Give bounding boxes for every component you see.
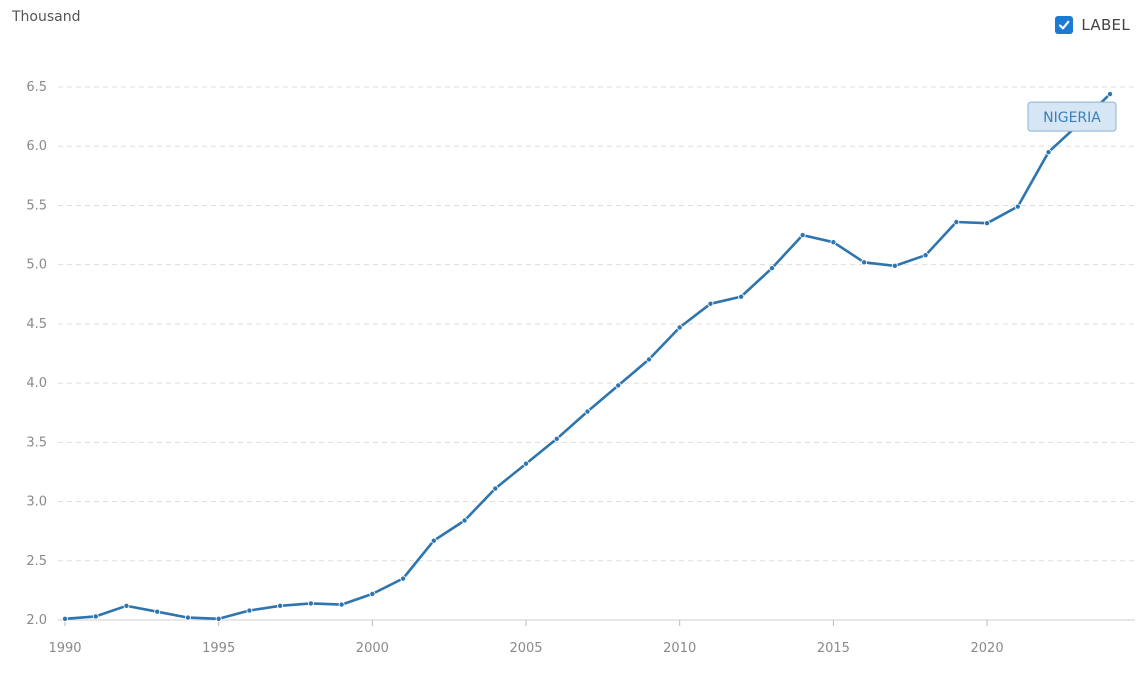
series-line [63, 92, 1112, 621]
x-axis: 1990 1995 2000 2005 2010 2015 2020 [48, 619, 1135, 656]
grid-lines [58, 86, 1135, 621]
data-point [492, 485, 499, 492]
x-tick-label: 1990 [48, 641, 81, 656]
series-label-layer: NIGERIA [1027, 101, 1117, 132]
data-point [584, 408, 591, 415]
data-point [277, 602, 284, 609]
data-point [154, 608, 161, 615]
data-point [523, 460, 530, 467]
data-point [984, 220, 991, 227]
data-point [92, 613, 99, 620]
series-label-text: NIGERIA [1043, 110, 1101, 126]
data-point [123, 602, 130, 609]
data-point [676, 324, 683, 331]
data-point [338, 601, 345, 608]
data-point [1014, 203, 1021, 210]
series-layer [62, 91, 1114, 622]
data-point [922, 252, 929, 259]
data-point [799, 232, 806, 239]
data-point [215, 615, 222, 622]
y-tick-label: 4.5 [26, 317, 47, 332]
data-point [369, 590, 376, 597]
y-tick-label: 2.5 [26, 554, 47, 569]
label-checkbox[interactable] [1055, 16, 1074, 34]
y-tick-label: 3.5 [26, 435, 47, 450]
data-point [891, 262, 898, 269]
data-point [768, 265, 775, 272]
x-tick-label: 2010 [663, 641, 696, 656]
label-toggle-text: LABEL [1081, 16, 1130, 34]
data-point [953, 219, 960, 226]
data-point [645, 356, 652, 363]
data-point [1045, 149, 1052, 156]
data-point [307, 600, 314, 607]
data-point [861, 259, 868, 266]
series-label-box [1027, 101, 1117, 132]
x-tick-label: 1995 [202, 641, 235, 656]
x-tick-label: 2020 [971, 641, 1004, 656]
data-point [184, 614, 191, 621]
y-axis-ticks: 2.0 2.5 3.0 3.5 4.0 4.5 5.0 5.5 6.0 6.5 [26, 80, 47, 628]
data-point [738, 293, 745, 300]
data-point [830, 239, 837, 246]
y-tick-label: 2.0 [26, 613, 47, 628]
data-point [615, 382, 622, 389]
label-toggle[interactable]: LABEL [1055, 16, 1130, 34]
y-tick-label: 5.0 [26, 258, 47, 273]
x-tick-label: 2005 [509, 641, 542, 656]
y-unit-label: Thousand [12, 9, 81, 25]
y-tick-label: 6.5 [26, 80, 47, 95]
y-tick-label: 5.5 [26, 198, 47, 213]
data-point [707, 300, 714, 307]
data-point [1107, 91, 1114, 98]
y-tick-label: 3.0 [26, 495, 47, 510]
x-tick-label: 2015 [817, 641, 850, 656]
data-point [553, 435, 560, 442]
data-point [430, 537, 437, 544]
y-tick-label: 6.0 [26, 139, 47, 154]
data-point [461, 517, 468, 524]
data-point [62, 615, 69, 622]
checkmark-icon [1059, 20, 1070, 30]
y-tick-label: 4.0 [26, 376, 47, 391]
x-tick-label: 2000 [356, 641, 389, 656]
data-point [246, 607, 253, 614]
data-point [400, 575, 407, 582]
